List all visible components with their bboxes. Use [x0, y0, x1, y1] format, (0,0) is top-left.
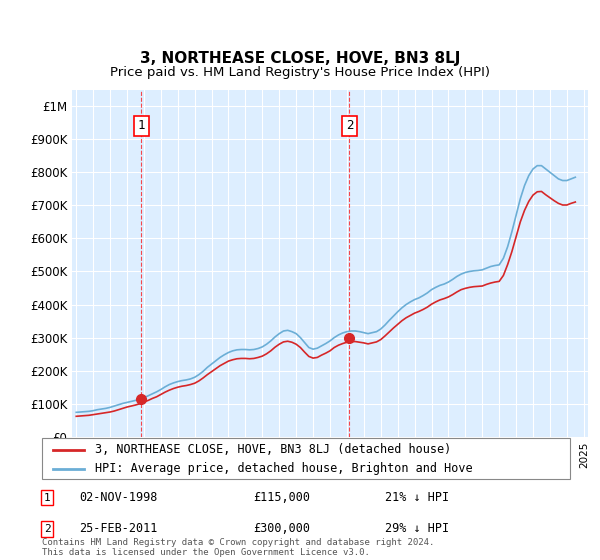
Text: 1: 1 — [44, 493, 50, 503]
Text: 1: 1 — [137, 119, 145, 133]
Text: 29% ↓ HPI: 29% ↓ HPI — [385, 522, 449, 535]
Text: 3, NORTHEASE CLOSE, HOVE, BN3 8LJ (detached house): 3, NORTHEASE CLOSE, HOVE, BN3 8LJ (detac… — [95, 444, 451, 456]
FancyBboxPatch shape — [42, 438, 570, 479]
Text: 02-NOV-1998: 02-NOV-1998 — [79, 491, 157, 504]
Text: Contains HM Land Registry data © Crown copyright and database right 2024.
This d: Contains HM Land Registry data © Crown c… — [42, 538, 434, 557]
Text: 21% ↓ HPI: 21% ↓ HPI — [385, 491, 449, 504]
Text: 2: 2 — [346, 119, 353, 133]
Text: £300,000: £300,000 — [253, 522, 310, 535]
Text: HPI: Average price, detached house, Brighton and Hove: HPI: Average price, detached house, Brig… — [95, 462, 472, 475]
Text: Price paid vs. HM Land Registry's House Price Index (HPI): Price paid vs. HM Land Registry's House … — [110, 66, 490, 80]
Text: 3, NORTHEASE CLOSE, HOVE, BN3 8LJ: 3, NORTHEASE CLOSE, HOVE, BN3 8LJ — [140, 52, 460, 66]
Text: £115,000: £115,000 — [253, 491, 310, 504]
Text: 2: 2 — [44, 524, 50, 534]
Text: 25-FEB-2011: 25-FEB-2011 — [79, 522, 157, 535]
